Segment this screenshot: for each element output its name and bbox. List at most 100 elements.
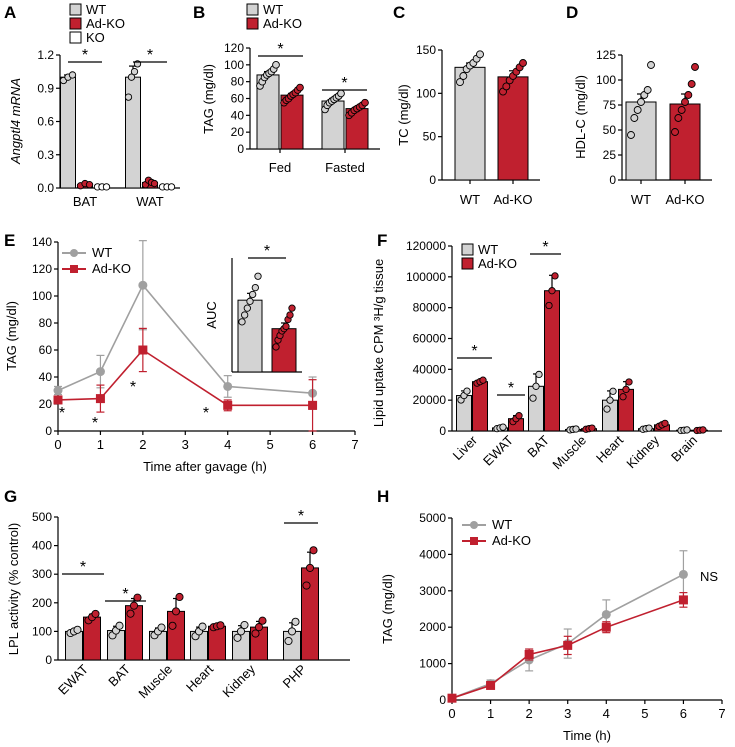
panel-f-legend-adko-swatch	[461, 257, 474, 270]
panel-b-y-tick-label: 0	[237, 142, 244, 156]
panel-g-sig: *	[122, 586, 128, 603]
panel-label-a: A	[4, 3, 16, 22]
panel-e-inset-bar	[237, 299, 263, 373]
panel-e-inset-point	[282, 322, 290, 331]
panel-c-y-tick-label: 0	[429, 173, 436, 187]
panel-c-point	[456, 78, 464, 87]
panel-f-x-tick-label: Heart	[593, 432, 626, 465]
panel-g-x-tick-label: Muscle	[135, 662, 175, 702]
panel-d-point	[684, 91, 693, 99]
panel-d-y-tick-label: 0	[609, 173, 616, 187]
panel-f-y-tick-label: 40000	[413, 362, 447, 376]
panel-label-d: D	[566, 3, 578, 22]
panel-f-point	[479, 376, 487, 384]
panel-a-point	[127, 73, 136, 81]
panel-f-point	[683, 426, 691, 434]
panel-g-bar	[301, 567, 319, 661]
panel-g-y-tick-label: 300	[32, 567, 52, 581]
panel-a-legend-wt: WT	[86, 2, 106, 17]
panel-f-bar	[472, 381, 488, 432]
panel-g-x-tick-label: EWAT	[55, 661, 91, 697]
panel-d-y-tick-label: 75	[603, 98, 617, 112]
panel-g-point	[309, 546, 318, 555]
panel-e-x-tick-label: 1	[97, 437, 104, 452]
panel-h-y-tick-label: 5000	[419, 511, 446, 525]
panel-a-sig: *	[147, 47, 153, 64]
panel-e-legend-adko-marker	[70, 265, 78, 273]
panel-e-point	[95, 394, 105, 404]
panel-a-point	[68, 71, 77, 79]
panel-a-legend-ko-swatch	[69, 31, 82, 44]
panel-d-y-title: HDL-C (mg/dl)	[573, 75, 588, 159]
panel-e-y-tick-label: 140	[32, 235, 52, 249]
panel-h-x-tick-label: 1	[487, 706, 494, 721]
panel-e-sig: *	[92, 415, 98, 432]
panel-h-y-tick-label: 4000	[419, 547, 446, 561]
panel-g-point	[236, 627, 246, 636]
panel-h-legend-adko: Ad-KO	[492, 533, 531, 548]
panel-g-point	[233, 633, 242, 642]
panel-e-y-tick-label: 80	[39, 316, 53, 330]
panel-e-inset-point	[241, 311, 249, 319]
panel-label-g: G	[4, 487, 17, 506]
panel-b-y-tick-label: 120	[224, 41, 244, 55]
panel-d-y-tick-label: 50	[603, 123, 617, 137]
panel-g-x-tick-label: Heart	[183, 661, 216, 694]
panel-f-legend-wt: WT	[478, 242, 498, 257]
panel-g-point	[129, 601, 139, 610]
panel-b-y-tick-label: 100	[224, 58, 244, 72]
panel-e-sig: *	[59, 405, 65, 422]
panel-h-x-tick-label: 7	[718, 706, 725, 721]
panel-f-y-tick-label: 80000	[413, 301, 447, 315]
panel-e-inset-y-title: AUC	[204, 301, 219, 328]
panel-f-point	[548, 287, 556, 295]
panel-e-y-tick-label: 60	[39, 343, 53, 357]
panel-f-point	[551, 272, 559, 280]
panel-f-x-tick-label: Liver	[450, 432, 481, 463]
panel-f-point	[545, 301, 553, 310]
panel-g-point	[251, 629, 260, 638]
panel-d-y-tick-label: 125	[596, 48, 616, 62]
panel-b-legend-adko-swatch	[246, 17, 259, 30]
panel-f-point	[603, 405, 611, 413]
panel-d-y-tick-label: 25	[603, 148, 617, 162]
panel-h-legend-wt-marker	[470, 521, 478, 529]
panel-a-legend-wt-swatch	[69, 3, 82, 16]
panel-b-y-tick-label: 60	[231, 92, 245, 106]
panel-d-point	[677, 106, 686, 114]
panel-f-x-tick-label: Muscle	[549, 433, 589, 473]
panel-g-point	[291, 617, 300, 626]
panel-d-point	[630, 114, 639, 122]
panel-h-x-tick-label: 3	[564, 706, 571, 721]
panel-e-y-title: TAG (mg/dl)	[4, 301, 19, 371]
panel-g-point	[126, 609, 135, 618]
panel-f-x-tick-label: EWAT	[480, 432, 516, 468]
panel-h-y-tick-label: 1000	[419, 657, 446, 671]
panel-d-point	[627, 131, 635, 139]
panel-f-bar	[602, 399, 618, 432]
panel-a-legend-adko: Ad-KO	[86, 16, 125, 31]
panel-d-bar	[669, 103, 701, 181]
panel-e-x-tick-label: 3	[182, 437, 189, 452]
panel-e-x-tick-label: 2	[139, 437, 146, 452]
panel-e-x-tick-label: 5	[267, 437, 274, 452]
panel-a-x-tick-label: BAT	[73, 194, 97, 209]
panel-h-y-tick-label: 0	[439, 693, 446, 707]
panel-a-y-tick-label: 0.3	[37, 148, 54, 162]
panel-a-y-tick-label: 0.9	[37, 81, 54, 95]
panel-d-bar	[625, 101, 657, 181]
panel-e-inset-point	[251, 283, 259, 292]
panel-e-x-tick-label: 6	[309, 437, 316, 452]
panel-d-point	[643, 86, 652, 94]
panel-a-y-title: Angptl4 mRNA	[8, 78, 23, 165]
panel-f-legend-adko: Ad-KO	[478, 256, 517, 271]
panel-c-point	[519, 59, 527, 67]
panel-e-point	[138, 280, 148, 290]
panel-e-x-tick-label: 7	[351, 437, 358, 452]
panel-c-point	[502, 82, 511, 91]
panel-a-y-tick-label: 0.0	[37, 181, 54, 195]
panel-g-y-tick-label: 400	[32, 539, 52, 553]
panel-e-sig: *	[203, 405, 209, 422]
panel-g-point	[133, 593, 142, 602]
panel-a-sig: *	[82, 47, 88, 64]
